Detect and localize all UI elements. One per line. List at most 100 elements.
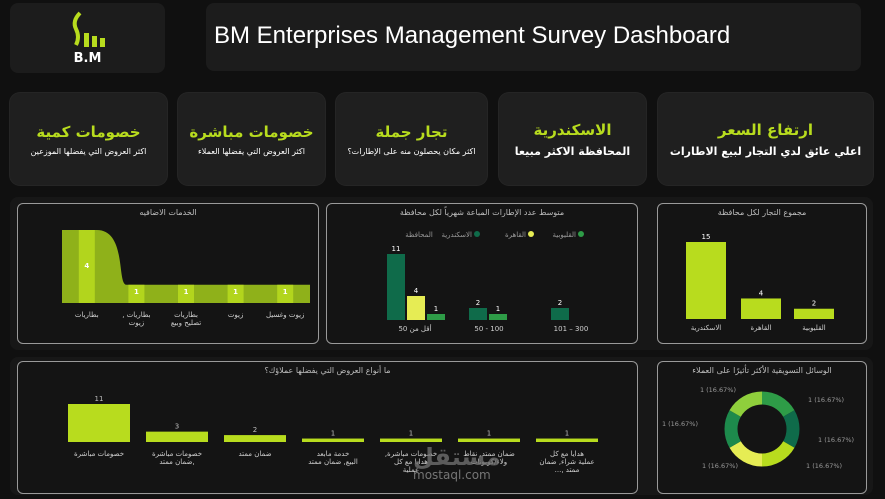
slice-label: 1 (16.67%)	[806, 462, 842, 470]
area-point	[277, 284, 294, 303]
watermark: مستقل mostaql.com	[413, 443, 501, 482]
data-label: 11	[95, 395, 104, 403]
bar	[794, 308, 834, 319]
legend-label: القليوبية	[553, 231, 577, 239]
bar	[407, 296, 425, 320]
bar	[380, 438, 442, 442]
data-label: 2	[812, 300, 816, 308]
kpi-card-quantity-discounts: خصومات كمية اكثر العروض التي يفضلها المو…	[10, 93, 167, 185]
kpi-card-direct-discounts: خصومات مباشرة اكثر العروض التي يفضلها ال…	[178, 93, 325, 185]
area-point	[128, 284, 145, 303]
data-label: 1	[565, 430, 569, 438]
services-chart: الخدمات الاضافيه 4 بطاريات 1 بطاريات , زيوت 1…	[17, 203, 319, 344]
kpi-subtitle: اكثر العروض التي يفضلها العملاء	[198, 146, 305, 156]
donut-slice	[783, 410, 800, 448]
data-label: 1	[283, 288, 288, 296]
tick-label: زيوت	[228, 311, 244, 319]
bar	[458, 438, 520, 442]
tick-label: القليوبية	[802, 324, 826, 332]
bar	[387, 254, 405, 320]
chart-title: مجموع التجار لكل محافظة	[717, 208, 807, 217]
slice-label: 1 (16.67%)	[662, 420, 698, 428]
tick-label: أقل من 50	[398, 324, 431, 333]
logo-icon	[72, 11, 105, 47]
chart-title: الخدمات الاضافيه	[139, 208, 197, 217]
tick-label: 50 - 100	[474, 325, 503, 333]
data-label: 4	[84, 262, 89, 270]
bar	[427, 314, 445, 320]
bar	[686, 242, 726, 319]
logo-text: B.M	[73, 51, 102, 66]
area-point	[78, 230, 95, 303]
tick-label: 101 – 300	[554, 325, 589, 333]
data-label: 1	[409, 430, 413, 438]
data-label: 2	[476, 299, 480, 307]
slice-label: 1 (16.67%)	[818, 436, 854, 444]
tick-label: ضمان ممتد	[238, 450, 271, 458]
data-label: 2	[558, 299, 562, 307]
slice-label: 1 (16.67%)	[700, 386, 736, 394]
tick-label: القاهرة	[751, 324, 772, 332]
kpi-title: تجار جملة	[375, 122, 448, 141]
area-point	[227, 284, 244, 303]
kpi-subtitle: اكثر مكان يحصلون منه على الإطارات؟	[347, 146, 476, 156]
data-label: 1	[487, 430, 491, 438]
kpi-card-price-increase: ارتفاع السعر اعلي عائق لدي التجار لبيع ا…	[658, 93, 873, 185]
kpi-title: خصومات مباشرة	[189, 122, 314, 141]
tick-label: بطاريات تصليح وبيع	[171, 311, 201, 327]
bar	[68, 404, 130, 442]
legend-swatch	[528, 231, 534, 237]
donut-slice	[761, 391, 795, 418]
kpi-title: خصومات كمية	[36, 122, 141, 141]
bar	[224, 435, 286, 442]
data-label: 11	[392, 245, 401, 253]
data-label: 1	[134, 288, 139, 296]
bar	[469, 308, 487, 320]
tick-label: خصومات مباشرة	[74, 450, 124, 458]
chart-title: ما أنواع العروض التي يفضلها عملاؤك؟	[264, 366, 391, 375]
tick-label: خصومات مباشرة ,ضمان ممتد	[152, 450, 202, 466]
chart-title: متوسط عدد الإطارات المباعة شهرياً لكل مح…	[399, 208, 565, 217]
bar	[741, 298, 781, 319]
tick-label: الاسكندرية	[691, 324, 722, 332]
area-point	[178, 284, 194, 303]
kpi-card-alexandria: الاسكندرية المحافظة الاكثر مبيعا	[499, 93, 646, 185]
data-label: 1	[434, 305, 438, 313]
kpi-title: الاسكندرية	[533, 120, 612, 139]
tick-label: بطاريات	[75, 311, 99, 319]
offers-chart: ما أنواع العروض التي يفضلها عملاؤك؟ 11 خص…	[17, 361, 638, 494]
tick-label: ضمان ممتد, نقاط ولاء/كوبونات	[463, 450, 515, 466]
bar	[302, 438, 364, 442]
donut-slice	[724, 410, 741, 448]
donut-slice	[729, 391, 763, 418]
title-panel: BM Enterprises Management Survey Dashboa…	[206, 3, 861, 71]
tick-label: زيوت وغسيل	[266, 311, 304, 319]
data-label: 4	[414, 287, 419, 295]
donut-slice	[729, 440, 763, 467]
data-label: 3	[175, 423, 179, 431]
tick-label: خدمة مابعد البيع, ضمان ممتد	[308, 450, 358, 466]
donut-slice	[761, 440, 795, 467]
chart-title: الوسائل التسويقية الأكثر تأثيرًا على الع…	[692, 366, 832, 375]
slice-label: 1 (16.67%)	[808, 396, 844, 404]
traders-chart: مجموع التجار لكل محافظة 15 الاسكندرية 4 الق…	[657, 203, 867, 344]
kpi-subtitle: اعلي عائق لدي التجار لبيع الاطارات	[669, 144, 862, 158]
area-series	[62, 230, 310, 303]
legend-label: القاهرة	[505, 231, 526, 239]
bar	[536, 438, 598, 442]
legend-label: الاسكندرية	[441, 231, 472, 239]
kpi-subtitle: اكثر العروض التي يفضلها الموزعين	[30, 146, 147, 156]
data-label: 1	[233, 288, 238, 296]
data-label: 4	[759, 289, 764, 297]
watermark-latin: mostaql.com	[413, 468, 491, 482]
kpi-subtitle: المحافظة الاكثر مبيعا	[514, 144, 631, 158]
watermark-arabic: مستقل	[413, 443, 501, 471]
page-title: BM Enterprises Management Survey Dashboa…	[214, 22, 731, 49]
kpi-card-wholesalers: تجار جملة اكثر مكان يحصلون منه على الإطا…	[336, 93, 487, 185]
data-label: 2	[253, 426, 257, 434]
bar	[146, 431, 208, 442]
legend-swatch	[474, 231, 480, 237]
tick-label: خصومات مباشرة, هدايا مع كل عملية	[385, 450, 437, 474]
marketing-chart: الوسائل التسويقية الأكثر تأثيرًا على الع…	[657, 361, 867, 494]
legend-title: المحافظة	[405, 231, 433, 239]
